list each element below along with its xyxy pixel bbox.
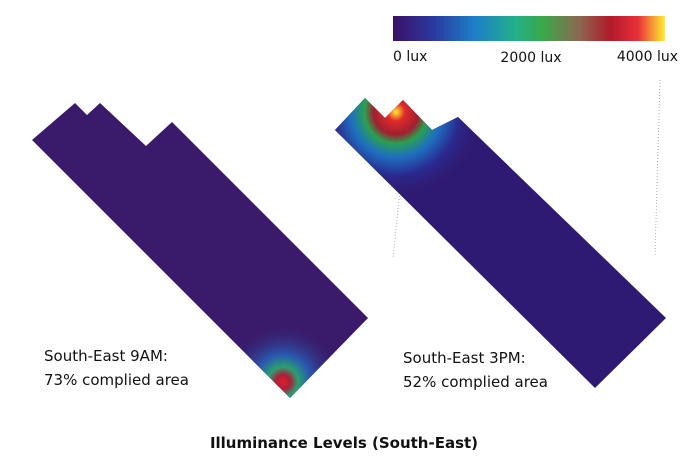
caption: South-East 3PM: [403, 349, 526, 367]
figure-title: Illuminance Levels (South-East) [210, 434, 478, 452]
guide-line [392, 189, 401, 259]
caption: 52% complied area [403, 373, 548, 391]
colorbar [393, 16, 665, 41]
colorbar-label: 4000 lux [617, 49, 678, 65]
colorbar-label: 2000 lux [500, 50, 561, 66]
guide-line [654, 79, 661, 256]
caption: 73% complied area [44, 371, 189, 389]
colorbar-label: 0 lux [393, 49, 427, 65]
caption: South-East 9AM: [44, 347, 168, 365]
